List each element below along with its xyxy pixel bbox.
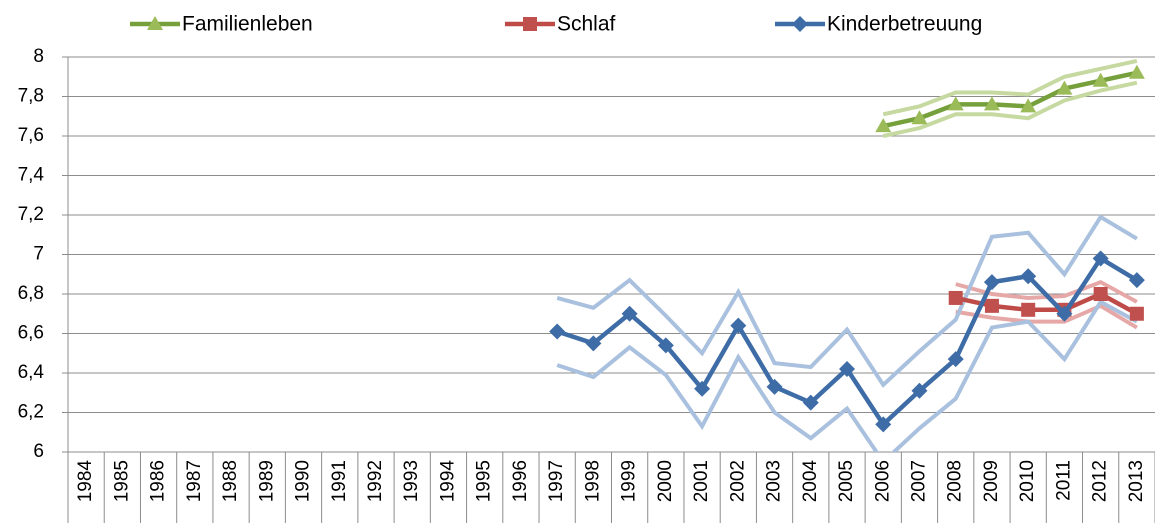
x-tick-label: 1987 — [184, 460, 205, 502]
x-tick-label: 2008 — [945, 460, 966, 502]
legend-marker — [792, 16, 808, 32]
legend-marker — [523, 17, 537, 31]
marker — [1021, 302, 1036, 317]
x-tick-label: 1996 — [510, 460, 531, 502]
x-tick-label: 1990 — [293, 460, 314, 502]
x-tick-label: 1985 — [111, 460, 132, 502]
marker — [911, 382, 928, 399]
legend-marker — [147, 16, 163, 30]
x-tick-label: 1999 — [619, 460, 640, 502]
marker — [839, 361, 856, 378]
marker — [911, 110, 928, 125]
y-tick-label: 6,2 — [18, 402, 44, 423]
x-tick-label: 2004 — [800, 460, 821, 503]
legend-label: Familienleben — [182, 13, 313, 36]
x-tick-label: 2011 — [1053, 460, 1074, 501]
plot-area — [549, 58, 1145, 452]
x-tick-label: 2007 — [908, 460, 929, 502]
y-tick-label: 7,8 — [18, 86, 44, 107]
y-tick-label: 6,6 — [18, 323, 44, 344]
y-tick-label: 6,8 — [18, 283, 44, 304]
marker — [730, 317, 747, 334]
marker — [802, 394, 819, 411]
marker — [585, 335, 602, 352]
x-tick-label: 2001 — [691, 460, 712, 502]
legend-marker — [792, 16, 808, 32]
marker — [1020, 98, 1037, 113]
marker — [1056, 80, 1073, 95]
marker — [1020, 268, 1037, 285]
marker — [694, 380, 711, 397]
x-tick-label: 1989 — [256, 460, 277, 502]
marker — [1056, 305, 1073, 322]
x-tick-label: 1993 — [401, 460, 422, 502]
confidence-line — [882, 58, 1138, 117]
x-tick-label: 2003 — [764, 460, 785, 502]
marker — [947, 96, 964, 111]
x-tick-label: 1998 — [582, 460, 603, 502]
confidence-line — [556, 299, 1138, 452]
y-tick-label: 8 — [33, 46, 44, 67]
y-tick-label: 7,4 — [18, 165, 45, 186]
x-tick-label: 2005 — [836, 460, 857, 502]
x-tick-label: 2010 — [1017, 460, 1038, 502]
marker — [984, 298, 999, 313]
x-tick-label: 1991 — [329, 460, 350, 502]
x-tick-label: 2009 — [981, 460, 1002, 502]
marker — [1092, 250, 1109, 267]
marker — [1093, 287, 1108, 301]
marker — [657, 337, 674, 354]
x-tick-label: 2013 — [1126, 460, 1147, 502]
confidence-line — [882, 80, 1138, 138]
legend-label: Schlaf — [557, 13, 616, 36]
x-tick-label: 2002 — [727, 460, 748, 502]
x-tick-label: 1984 — [75, 460, 96, 503]
y-tick-label: 7,2 — [18, 204, 44, 225]
confidence-line — [556, 214, 1138, 388]
x-tick-label: 2000 — [655, 460, 676, 502]
legend-marker — [523, 17, 537, 31]
marker — [948, 290, 963, 305]
x-tick-label: 1997 — [546, 460, 567, 502]
marker — [1129, 306, 1144, 321]
marker — [1128, 272, 1145, 289]
marker — [875, 118, 892, 133]
marker — [983, 96, 1000, 111]
marker — [1092, 72, 1109, 87]
marker — [766, 378, 783, 395]
y-tick-label: 6,4 — [18, 362, 45, 383]
y-tick-label: 6 — [33, 441, 44, 462]
confidence-line — [955, 303, 1138, 330]
marker — [549, 323, 566, 340]
series-line — [882, 70, 1138, 129]
marker — [1128, 64, 1145, 79]
marker — [983, 274, 1000, 291]
marker — [621, 305, 638, 322]
legend-label: Kinderbetreuung — [827, 13, 982, 36]
x-tick-label: 1988 — [220, 460, 241, 502]
marker — [947, 351, 964, 368]
y-tick-label: 7,6 — [18, 125, 44, 146]
x-tick-label: 1995 — [474, 460, 495, 502]
x-tick-label: 2006 — [872, 460, 893, 502]
x-tick-label: 1992 — [365, 460, 386, 502]
x-tick-label: 1994 — [437, 460, 458, 503]
x-tick-label: 1986 — [148, 460, 169, 502]
x-tick-label: 2012 — [1090, 460, 1111, 502]
legend-marker — [147, 16, 163, 30]
marker — [875, 416, 892, 433]
y-tick-label: 7 — [33, 244, 44, 265]
